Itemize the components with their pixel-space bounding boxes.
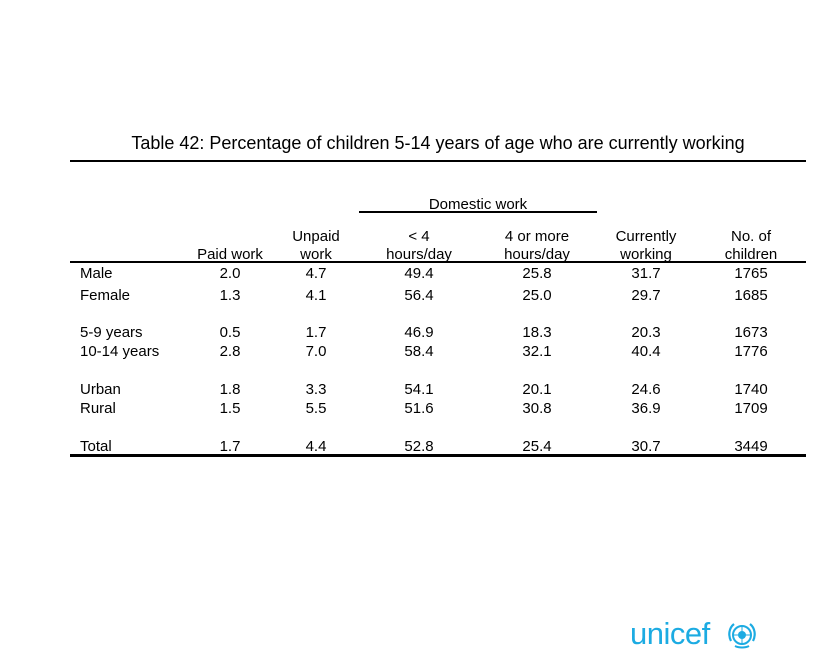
table-cell: 31.7	[631, 265, 661, 282]
table-cell: 1685	[734, 287, 768, 304]
table-cell: 1673	[734, 324, 768, 341]
unicef-wordmark: unicef	[630, 616, 710, 651]
column-header-line1: Currently	[615, 228, 677, 245]
unicef-emblem-icon	[728, 623, 756, 649]
table-cell: 25.0	[522, 287, 552, 304]
row-label: Female	[80, 287, 131, 304]
table-cell: 1.8	[219, 381, 241, 398]
table-cell: 30.8	[522, 400, 552, 417]
row-label: 10-14 years	[80, 343, 160, 360]
table-cell: 40.4	[631, 343, 661, 360]
header-rule	[70, 261, 806, 263]
table-cell: 1.3	[219, 287, 241, 304]
column-header-line1: No. of	[730, 228, 772, 245]
column-header-line2: hours/day	[386, 246, 452, 263]
title-rule	[70, 160, 806, 162]
table-cell: 20.1	[522, 381, 552, 398]
column-header-line1: < 4	[408, 228, 430, 245]
row-label: Male	[80, 265, 113, 282]
column-header-line2: hours/day	[504, 246, 570, 263]
table-cell: 4.1	[305, 287, 327, 304]
table-cell: 3449	[734, 438, 768, 455]
table-cell: 36.9	[631, 400, 661, 417]
column-header-line2: Paid work	[197, 246, 263, 263]
row-label: Urban	[80, 381, 121, 398]
table-cell: 1740	[734, 381, 768, 398]
table-cell: 1.7	[219, 438, 241, 455]
table-cell: 18.3	[522, 324, 552, 341]
table-cell: 46.9	[404, 324, 434, 341]
column-header-line2: working	[620, 246, 672, 263]
bottom-rule	[70, 454, 806, 457]
row-label: 5-9 years	[80, 324, 143, 341]
row-label: Rural	[80, 400, 116, 417]
table-cell: 52.8	[404, 438, 434, 455]
table-cell: 4.4	[305, 438, 327, 455]
table-cell: 1.7	[305, 324, 327, 341]
domestic-work-header: Domestic work	[428, 196, 528, 213]
table-cell: 4.7	[305, 265, 327, 282]
table-cell: 5.5	[305, 400, 327, 417]
unicef-logo: unicef	[630, 614, 780, 654]
table-cell: 20.3	[631, 324, 661, 341]
table-cell: 51.6	[404, 400, 434, 417]
table-cell: 29.7	[631, 287, 661, 304]
column-header-line2: work	[300, 246, 332, 263]
table-cell: 58.4	[404, 343, 434, 360]
table-cell: 49.4	[404, 265, 434, 282]
table-cell: 56.4	[404, 287, 434, 304]
table-cell: 0.5	[219, 324, 241, 341]
table-cell: 24.6	[631, 381, 661, 398]
table-cell: 25.4	[522, 438, 552, 455]
row-label: Total	[80, 438, 112, 455]
table-cell: 54.1	[404, 381, 434, 398]
table-cell: 1765	[734, 265, 768, 282]
table-cell: 30.7	[631, 438, 661, 455]
table-cell: 7.0	[305, 343, 327, 360]
table-title: Table 42: Percentage of children 5-14 ye…	[131, 133, 745, 153]
table-cell: 25.8	[522, 265, 552, 282]
table-cell: 32.1	[522, 343, 552, 360]
column-header-line1: 4 or more	[504, 228, 570, 245]
column-header-line1: Unpaid	[292, 228, 340, 245]
table-cell: 1709	[734, 400, 768, 417]
column-header-line2: children	[724, 246, 778, 263]
table-cell: 1.5	[219, 400, 241, 417]
table-cell: 2.8	[219, 343, 241, 360]
table-cell: 2.0	[219, 265, 241, 282]
table-cell: 1776	[734, 343, 768, 360]
table-cell: 3.3	[305, 381, 327, 398]
domestic-work-rule	[359, 211, 597, 213]
